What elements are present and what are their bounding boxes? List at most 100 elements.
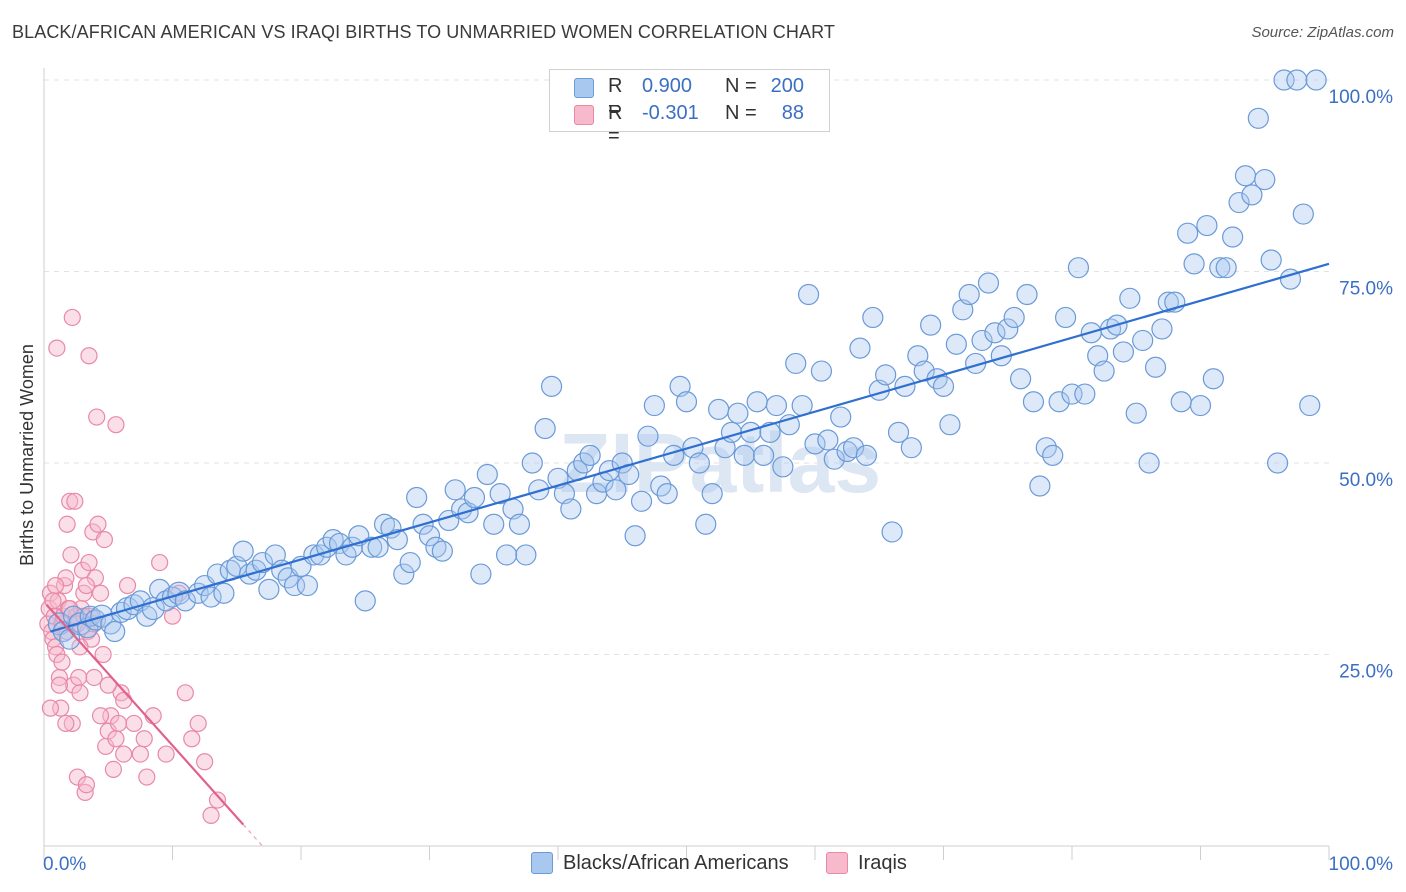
- data-point-blacks: [393, 563, 415, 585]
- trend-line-iraqis-extension: [242, 824, 263, 847]
- data-point-iraqis: [138, 768, 156, 786]
- data-point-blacks: [354, 590, 376, 612]
- data-point-blacks: [1144, 356, 1167, 378]
- data-point-blacks: [1048, 391, 1070, 413]
- data-point-blacks: [1003, 306, 1025, 329]
- data-point-blacks: [727, 402, 749, 424]
- data-point-iraqis: [144, 707, 162, 725]
- data-point-iraqis: [94, 645, 112, 664]
- bottom-legend-label: Iraqis: [858, 852, 907, 874]
- data-point-blacks: [971, 329, 993, 352]
- data-point-blacks: [463, 486, 486, 509]
- data-point-blacks: [431, 540, 453, 562]
- data-point-iraqis: [85, 668, 103, 687]
- data-point-blacks: [1125, 402, 1147, 424]
- y-tick-label: 25.0%: [1339, 662, 1393, 683]
- data-point-blacks: [1022, 391, 1045, 413]
- data-point-iraqis: [58, 515, 76, 533]
- data-point-blacks: [1292, 203, 1314, 225]
- chart-title: BLACK/AFRICAN AMERICAN VS IRAQI BIRTHS T…: [12, 22, 835, 42]
- series-blacks-african-americans: [47, 69, 1327, 650]
- data-point-blacks: [977, 272, 1000, 294]
- data-point-blacks: [984, 322, 1006, 344]
- data-point-iraqis: [46, 576, 65, 595]
- data-point-iraqis: [62, 546, 80, 564]
- data-point-iraqis: [115, 745, 133, 763]
- data-point-blacks: [920, 314, 942, 336]
- data-point-blacks: [708, 398, 730, 420]
- legend-n-label: N =: [725, 102, 757, 124]
- data-point-blacks: [605, 479, 627, 501]
- tick-labels: 25.0% 50.0% 75.0% 100.0% 0.0% 100.0%: [43, 87, 1393, 875]
- data-point-blacks: [1273, 69, 1295, 91]
- axes: [43, 68, 1330, 860]
- data-point-iraqis: [157, 745, 175, 763]
- data-point-blacks: [515, 544, 537, 566]
- legend-r-label: R =: [608, 75, 623, 120]
- data-point-iraqis: [131, 745, 149, 763]
- data-point-blacks: [1151, 318, 1173, 340]
- data-point-iraqis: [135, 730, 153, 748]
- data-point-blacks: [476, 463, 498, 486]
- data-point-blacks: [900, 437, 922, 459]
- y-tick-label: 100.0%: [1329, 87, 1394, 108]
- data-point-blacks: [399, 551, 421, 574]
- data-point-blacks: [534, 417, 556, 440]
- data-point-blacks: [174, 590, 196, 612]
- data-point-blacks: [1247, 107, 1269, 129]
- data-point-blacks: [1202, 368, 1224, 390]
- data-point-iraqis: [118, 576, 137, 595]
- data-point-iraqis: [109, 714, 128, 733]
- data-point-blacks: [1093, 360, 1115, 382]
- trend-line-iraqis: [45, 603, 244, 826]
- data-point-blacks: [842, 437, 865, 459]
- data-point-iraqis: [125, 714, 143, 733]
- data-point-iraqis: [183, 730, 201, 748]
- data-point-blacks: [1061, 383, 1083, 405]
- data-point-blacks: [887, 421, 910, 443]
- legend-r-value: -0.301: [642, 102, 699, 124]
- data-point-iraqis: [202, 806, 220, 824]
- data-point-blacks: [939, 414, 961, 436]
- data-point-blacks: [765, 394, 788, 417]
- data-point-iraqis: [80, 347, 98, 365]
- data-point-iraqis: [88, 408, 106, 426]
- legend: R = 0.900 N = 200 R = -0.301 N = 88: [549, 69, 830, 147]
- legend-r-value: 0.900: [642, 75, 693, 97]
- data-point-blacks: [1286, 69, 1308, 91]
- data-point-blacks: [361, 536, 383, 558]
- x-tick-label: 100.0%: [1329, 854, 1394, 875]
- data-point-blacks: [823, 448, 845, 470]
- data-point-blacks: [1299, 394, 1321, 417]
- data-point-iraqis: [99, 676, 117, 694]
- data-point-blacks: [251, 551, 274, 574]
- data-point-iraqis: [63, 714, 81, 733]
- data-point-iraqis: [107, 730, 125, 748]
- data-point-blacks: [932, 375, 955, 397]
- data-point-iraqis: [53, 653, 71, 671]
- data-point-blacks: [136, 605, 158, 627]
- legend-n-value: 88: [781, 102, 804, 124]
- data-point-iraqis: [95, 530, 113, 549]
- data-point-iraqis: [61, 492, 79, 510]
- legend-swatch-pink: [574, 105, 594, 125]
- data-point-iraqis: [50, 676, 69, 694]
- data-point-iraqis: [57, 714, 75, 733]
- data-point-blacks: [772, 456, 794, 478]
- data-point-blacks: [1170, 391, 1192, 413]
- data-point-blacks: [695, 513, 717, 535]
- data-point-blacks: [406, 486, 428, 509]
- data-point-blacks: [1266, 452, 1289, 474]
- data-point-blacks: [643, 394, 665, 417]
- data-point-iraqis: [176, 684, 194, 702]
- data-point-blacks: [630, 490, 653, 512]
- data-point-blacks: [579, 444, 601, 466]
- data-point-blacks: [817, 429, 839, 451]
- data-point-iraqis: [107, 416, 125, 434]
- data-point-blacks: [637, 425, 659, 447]
- data-point-blacks: [1305, 69, 1327, 91]
- data-point-blacks: [810, 360, 833, 382]
- grid-lines: [44, 79, 1329, 655]
- data-point-blacks: [1009, 368, 1032, 390]
